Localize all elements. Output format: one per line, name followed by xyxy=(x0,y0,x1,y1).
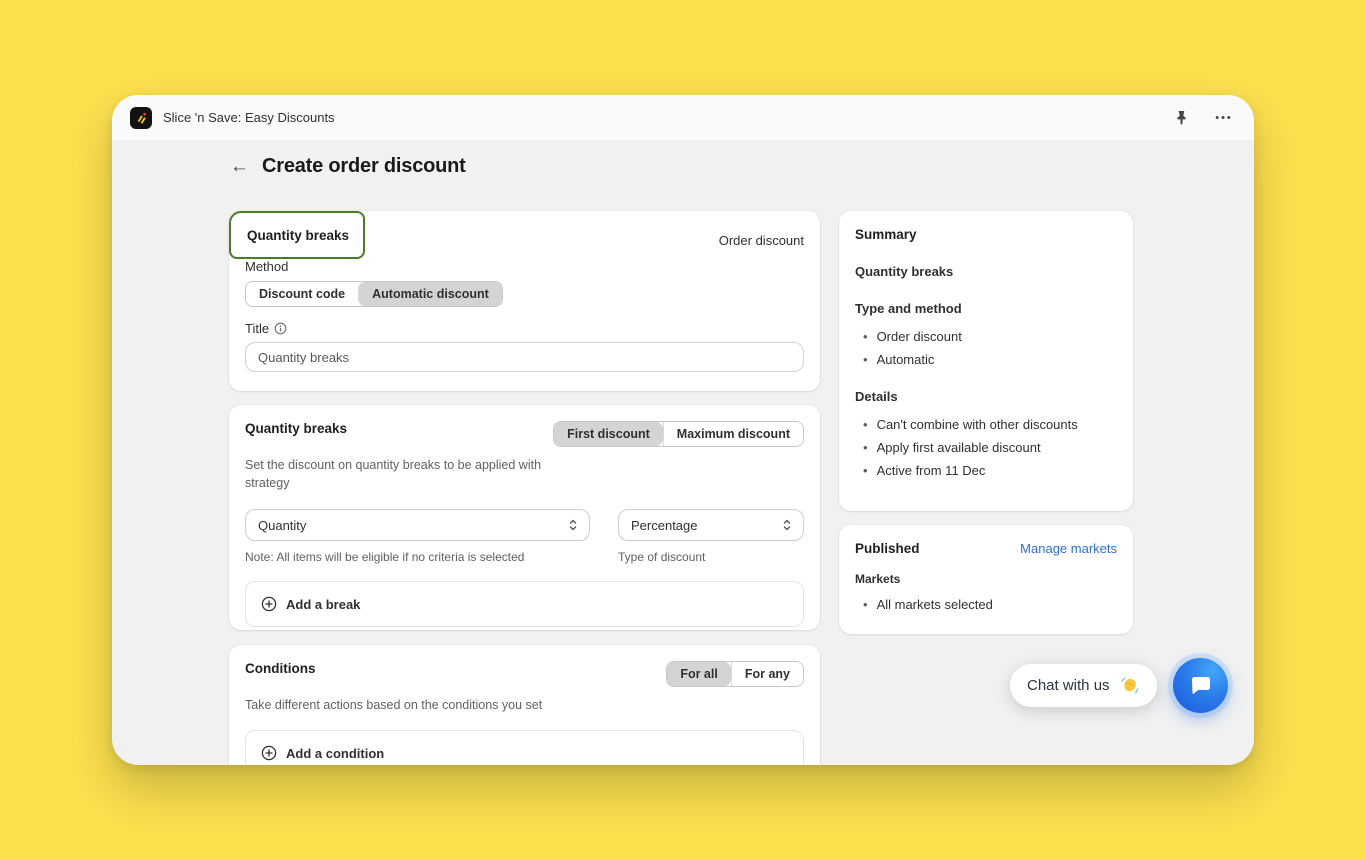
details-list: Can't combine with other discounts Apply… xyxy=(855,413,1117,482)
criteria-note: Note: All items will be eligible if no c… xyxy=(245,550,525,565)
quantity-breaks-card: Quantity breaks First discount Maximum d… xyxy=(229,405,820,630)
method-option-discount-code[interactable]: Discount code xyxy=(246,282,359,306)
summary-title: Summary xyxy=(855,227,917,242)
conditions-card: Conditions For all For any Take differen… xyxy=(229,645,820,765)
published-card: Published Manage markets Markets All mar… xyxy=(839,525,1133,634)
list-item: Active from 11 Dec xyxy=(855,459,1117,482)
method-option-automatic-discount[interactable]: Automatic discount xyxy=(358,282,502,306)
type-of-discount-hint: Type of discount xyxy=(618,550,706,565)
add-condition-label: Add a condition xyxy=(286,745,385,761)
type-and-method-list: Order discount Automatic xyxy=(855,325,1117,371)
list-item: Order discount xyxy=(855,325,1117,348)
list-item: Apply first available discount xyxy=(855,436,1117,459)
list-item: All markets selected xyxy=(855,593,1117,616)
page-title: Create order discount xyxy=(262,155,466,177)
wave-emoji-icon xyxy=(1119,675,1140,696)
title-label: Title xyxy=(245,321,270,336)
summary-column: Summary Quantity breaks Type and method … xyxy=(839,211,1133,634)
overflow-menu-icon[interactable] xyxy=(1214,109,1232,127)
method-segmented: Discount code Automatic discount xyxy=(245,281,503,307)
chat-with-us-pill[interactable]: Chat with us xyxy=(1010,664,1157,707)
quantity-breaks-highlight: Quantity breaks xyxy=(229,211,365,259)
page-heading: ← Create order discount xyxy=(230,155,466,178)
manage-markets-link[interactable]: Manage markets xyxy=(1020,541,1117,556)
main-column: Quantity breaks Order discount Method Di… xyxy=(229,211,820,765)
plus-circle-icon xyxy=(261,745,277,761)
summary-card: Summary Quantity breaks Type and method … xyxy=(839,211,1133,511)
conditions-segmented: For all For any xyxy=(666,661,804,687)
add-break-button[interactable]: Add a break xyxy=(245,581,804,628)
published-title: Published xyxy=(855,541,920,556)
card-title: Quantity breaks xyxy=(245,421,348,436)
conditions-option-for-all[interactable]: For all xyxy=(667,662,731,686)
order-discount-badge: Order discount xyxy=(718,233,804,248)
conditions-option-for-any[interactable]: For any xyxy=(730,662,803,686)
plus-circle-icon xyxy=(261,596,277,612)
strategy-option-maximum-discount[interactable]: Maximum discount xyxy=(662,422,803,446)
title-input[interactable]: Quantity breaks xyxy=(245,342,804,372)
type-and-method-heading: Type and method xyxy=(855,301,962,316)
app-header: Slice 'n Save: Easy Discounts xyxy=(112,95,1254,141)
discount-type-select-value: Percentage xyxy=(631,517,698,533)
markets-list: All markets selected xyxy=(855,593,1117,616)
chat-pill-label: Chat with us xyxy=(1027,677,1110,694)
chat-bubble-icon xyxy=(1189,675,1213,697)
info-icon[interactable] xyxy=(274,322,287,335)
list-item: Can't combine with other discounts xyxy=(855,413,1117,436)
chat-launcher-button[interactable] xyxy=(1173,658,1228,713)
card-title: Quantity breaks xyxy=(247,227,350,243)
add-break-label: Add a break xyxy=(286,596,361,612)
select-stepper-icon xyxy=(567,518,579,532)
back-arrow-icon[interactable]: ← xyxy=(230,156,249,177)
criteria-select-value: Quantity xyxy=(258,517,307,533)
method-label: Method xyxy=(245,259,289,274)
pin-icon[interactable] xyxy=(1172,109,1190,127)
app-logo-icon xyxy=(130,106,152,129)
markets-heading: Markets xyxy=(855,572,901,586)
summary-discount-name: Quantity breaks xyxy=(855,264,954,279)
select-stepper-icon xyxy=(781,518,793,532)
app-window: Slice 'n Save: Easy Discounts ← Create o… xyxy=(112,95,1254,765)
app-title: Slice 'n Save: Easy Discounts xyxy=(163,110,335,125)
discount-setup-card: Quantity breaks Order discount Method Di… xyxy=(229,211,820,391)
details-heading: Details xyxy=(855,389,898,404)
discount-type-select[interactable]: Percentage xyxy=(618,509,804,542)
list-item: Automatic xyxy=(855,348,1117,371)
strategy-option-first-discount[interactable]: First discount xyxy=(554,422,663,446)
card-subtitle: Set the discount on quantity breaks to b… xyxy=(245,458,542,491)
card-subtitle: Take different actions based on the cond… xyxy=(245,698,543,712)
card-title: Conditions xyxy=(245,661,316,676)
strategy-segmented: First discount Maximum discount xyxy=(553,421,804,447)
criteria-select[interactable]: Quantity xyxy=(245,509,590,542)
add-condition-button[interactable]: Add a condition xyxy=(245,730,804,765)
